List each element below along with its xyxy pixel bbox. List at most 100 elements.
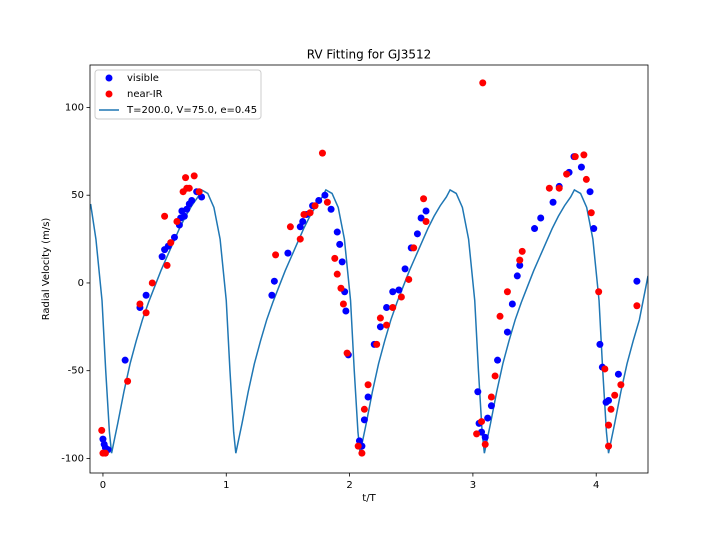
- data-point: [364, 381, 372, 389]
- data-point: [148, 279, 156, 287]
- data-point: [580, 151, 588, 159]
- data-point: [268, 291, 276, 299]
- data-point: [323, 198, 331, 206]
- data-point: [401, 265, 409, 273]
- legend-swatch: [105, 90, 113, 98]
- data-point: [163, 261, 171, 269]
- data-point: [296, 223, 304, 231]
- data-point: [337, 284, 345, 292]
- data-point: [376, 323, 384, 331]
- data-point: [198, 193, 206, 201]
- data-point: [333, 270, 341, 278]
- legend-label: T=200.0, V=75.0, e=0.45: [126, 105, 257, 116]
- data-point: [158, 253, 166, 261]
- data-point: [121, 356, 129, 364]
- data-point: [376, 314, 384, 322]
- data-point: [354, 442, 362, 450]
- data-point: [478, 418, 486, 426]
- x-tick-label: 3: [470, 480, 476, 491]
- data-point: [531, 225, 539, 233]
- data-point: [170, 233, 178, 241]
- data-point: [633, 302, 641, 310]
- data-point: [397, 293, 405, 301]
- data-point: [188, 196, 196, 204]
- data-point: [518, 247, 526, 255]
- data-point: [101, 449, 109, 457]
- data-point: [173, 218, 181, 226]
- x-tick-label: 4: [593, 480, 599, 491]
- data-point: [136, 300, 144, 308]
- x-tick-label: 0: [100, 480, 106, 491]
- data-point: [577, 163, 585, 171]
- data-point: [190, 172, 198, 180]
- data-point: [590, 225, 598, 233]
- data-point: [555, 184, 563, 192]
- data-point: [300, 211, 308, 219]
- data-point: [195, 188, 203, 196]
- data-point: [595, 288, 603, 296]
- data-point: [338, 258, 346, 266]
- data-point: [582, 175, 590, 183]
- legend-label: near-IR: [127, 89, 163, 100]
- data-point: [487, 402, 495, 410]
- data-point: [358, 449, 366, 457]
- data-point: [270, 277, 278, 285]
- data-point: [185, 184, 193, 192]
- data-point: [389, 304, 397, 312]
- data-point: [516, 256, 524, 264]
- data-point: [537, 214, 545, 222]
- data-point: [605, 442, 613, 450]
- data-point: [336, 240, 344, 248]
- data-point: [373, 340, 381, 348]
- data-point: [167, 239, 175, 247]
- data-point: [605, 397, 613, 405]
- data-point: [484, 414, 492, 422]
- data-point: [494, 356, 502, 364]
- data-point: [417, 214, 425, 222]
- data-point: [272, 251, 280, 259]
- data-point: [587, 209, 595, 217]
- x-axis-label: t/T: [362, 493, 376, 504]
- data-point: [601, 365, 609, 373]
- y-tick-label: 50: [71, 190, 84, 201]
- data-point: [339, 300, 347, 308]
- data-point: [321, 191, 329, 199]
- data-point: [474, 388, 482, 396]
- data-point: [633, 277, 641, 285]
- fit-line: [90, 188, 648, 454]
- data-point: [331, 254, 339, 262]
- data-point: [549, 198, 557, 206]
- data-point: [487, 393, 495, 401]
- data-point: [299, 218, 307, 226]
- x-tick-label: 1: [223, 480, 229, 491]
- legend-label: visible: [127, 73, 159, 84]
- x-tick-label: 2: [346, 480, 352, 491]
- data-point: [124, 377, 132, 385]
- data-point: [508, 300, 516, 308]
- y-axis-label: Radial Velocity (m/s): [41, 218, 52, 321]
- data-point: [318, 149, 326, 157]
- data-point: [545, 184, 553, 192]
- data-point: [516, 261, 524, 269]
- data-point: [586, 188, 594, 196]
- data-point: [183, 205, 191, 213]
- data-point: [383, 304, 391, 312]
- data-point: [383, 321, 391, 329]
- data-point: [343, 349, 351, 357]
- data-point: [315, 196, 323, 204]
- data-point: [395, 286, 403, 294]
- data-point: [491, 372, 499, 380]
- data-point: [513, 272, 521, 280]
- data-point: [607, 405, 615, 413]
- data-point: [422, 207, 430, 215]
- chart-title: RV Fitting for GJ3512: [307, 48, 432, 62]
- data-point: [161, 212, 169, 220]
- data-point: [503, 328, 511, 336]
- data-point: [413, 230, 421, 238]
- data-point: [327, 205, 335, 213]
- data-point: [611, 391, 619, 399]
- data-point: [182, 174, 190, 182]
- data-point: [142, 309, 150, 317]
